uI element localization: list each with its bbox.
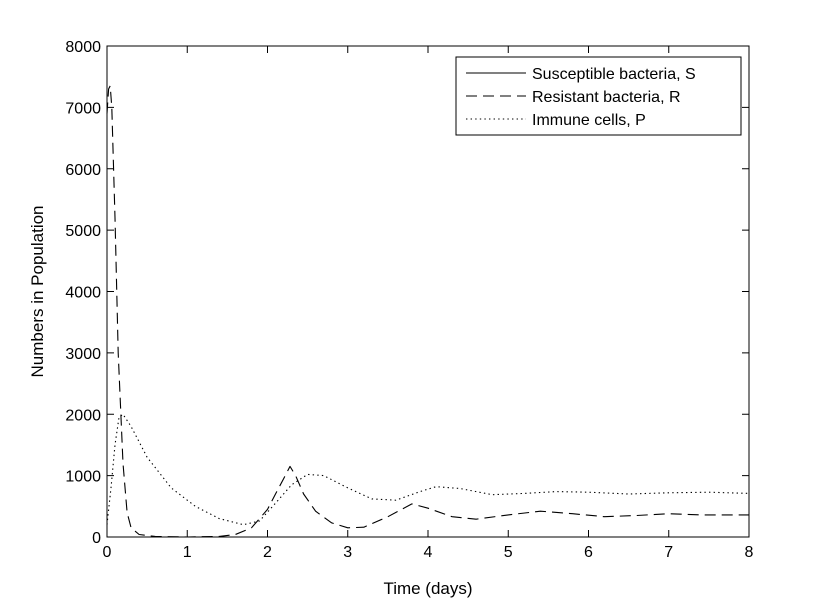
y-tick-label: 1000 <box>65 469 101 486</box>
legend-label-2: Resistant bacteria, R <box>532 89 681 106</box>
legend-label-3: Immune cells, P <box>532 112 646 129</box>
series-line-3 <box>106 413 750 526</box>
x-tick-label: 4 <box>424 544 433 561</box>
y-tick-label: 5000 <box>65 223 101 240</box>
series-line-2 <box>106 85 749 538</box>
x-tick-label: 6 <box>584 544 593 561</box>
x-tick-label: 3 <box>343 544 352 561</box>
y-tick-label: 0 <box>92 530 101 547</box>
x-tick-label: 1 <box>183 544 192 561</box>
x-tick-label: 0 <box>103 544 112 561</box>
x-axis-label: Time (days) <box>383 579 472 598</box>
y-tick-label: 2000 <box>65 407 101 424</box>
x-tick-label: 7 <box>664 544 673 561</box>
y-tick-label: 8000 <box>65 39 101 56</box>
y-axis-label: Numbers in Population <box>28 206 47 378</box>
legend-label-1: Susceptible bacteria, S <box>532 66 696 83</box>
x-tick-label: 5 <box>504 544 513 561</box>
y-tick-label: 7000 <box>65 100 101 117</box>
y-tick-label: 3000 <box>65 346 101 363</box>
legend: Susceptible bacteria, S Resistant bacteri… <box>455 56 742 136</box>
ticks-layer: 0 1 2 3 4 5 6 7 8 0 1000 2000 3000 4000 5000 6000 7000 80… <box>65 39 753 561</box>
x-tick-label: 2 <box>263 544 272 561</box>
y-tick-label: 4000 <box>65 285 101 302</box>
x-tick-label: 8 <box>745 544 754 561</box>
y-tick-label: 6000 <box>65 162 101 179</box>
